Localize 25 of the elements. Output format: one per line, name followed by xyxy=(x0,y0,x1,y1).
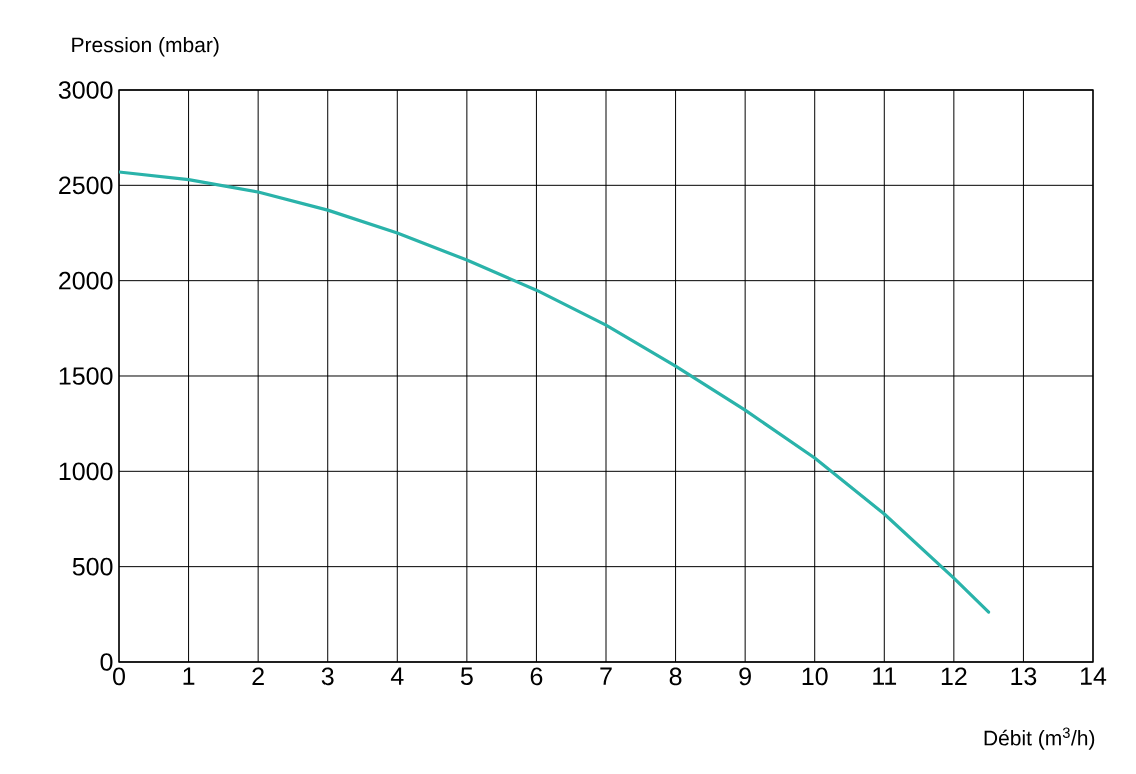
y-axis-title: Pression (mbar) xyxy=(72,36,219,57)
x-tick-label: 5 xyxy=(460,667,473,685)
x-tick-label: 8 xyxy=(669,667,682,686)
y-tick-label: 2500 xyxy=(59,176,113,195)
x-tick-label: 9 xyxy=(739,667,751,686)
line-series xyxy=(119,170,991,614)
y-tick-label: 500 xyxy=(72,557,113,576)
x-tick-label: 12 xyxy=(941,667,967,685)
x-tick-label: 4 xyxy=(390,667,404,685)
x-tick-label: 3 xyxy=(321,667,334,686)
x-tick-label: 10 xyxy=(802,667,828,686)
y-tick-label: 1500 xyxy=(59,367,113,385)
y-tick-label: 3000 xyxy=(58,81,113,99)
x-tick-label: 7 xyxy=(600,667,612,685)
x-tick-label: 13 xyxy=(1011,667,1037,686)
y-tick-label: 2000 xyxy=(59,271,113,290)
x-tick-label: 14 xyxy=(1080,667,1107,685)
x-tick-label: 0 xyxy=(113,667,125,686)
y-tick-label: 0 xyxy=(100,653,113,671)
x-tick-label: 1 xyxy=(183,667,195,685)
x-tick-label: 11 xyxy=(873,667,897,685)
x-tick-label: 2 xyxy=(252,667,264,685)
x-axis-title: Débit (m$^{3}$/h) xyxy=(984,727,1095,750)
y-tick-label: 1000 xyxy=(59,462,113,481)
x-tick-label: 6 xyxy=(530,667,543,686)
